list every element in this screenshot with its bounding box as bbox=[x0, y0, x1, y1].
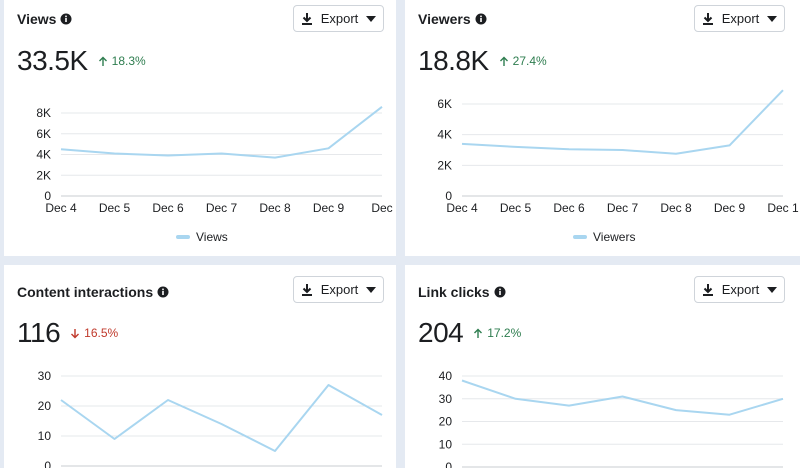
y-tick-label: 6K bbox=[36, 127, 51, 141]
series-line bbox=[60, 384, 383, 452]
x-tick-label: Dec bbox=[371, 201, 392, 215]
change-indicator: 17.2% bbox=[473, 326, 521, 340]
info-icon[interactable] bbox=[494, 286, 506, 298]
x-tick-label: Dec 4 bbox=[446, 201, 478, 215]
download-icon bbox=[702, 283, 713, 296]
viewers-chart: 0 2K 4K 6K Dec 4 Dec 5 Dec 6 Dec 7 Dec 8 Dec 9 Dec… bbox=[437, 89, 799, 215]
y-tick-label: 0 bbox=[445, 189, 452, 203]
export-label: Export bbox=[721, 282, 760, 297]
content-interactions-title: Content interactions bbox=[17, 284, 154, 300]
export-label: Export bbox=[320, 11, 359, 26]
views-title: Views bbox=[17, 11, 57, 27]
caret-down-icon bbox=[366, 15, 377, 22]
legend-swatch bbox=[573, 235, 587, 239]
change-value: 18.3% bbox=[111, 54, 146, 68]
viewers-title: Viewers bbox=[418, 11, 471, 27]
card-title: Viewers bbox=[418, 11, 487, 27]
export-button[interactable]: Export bbox=[694, 5, 785, 32]
y-tick-label: 30 bbox=[439, 392, 453, 406]
metric: 18.8K 27.4% bbox=[418, 45, 547, 77]
change-indicator: 18.3% bbox=[98, 54, 146, 68]
export-button[interactable]: Export bbox=[293, 276, 384, 303]
arrow-down-icon bbox=[71, 328, 80, 338]
caret-down-icon bbox=[767, 15, 778, 22]
link-clicks-chart: 0 10 20 30 40 bbox=[439, 369, 784, 468]
viewers-card: Viewers Export 18.8K 27.4% 0 2K 4K 6K Dec 4 D… bbox=[405, 0, 800, 256]
x-tick-label: Dec 9 bbox=[714, 201, 746, 215]
download-icon bbox=[702, 12, 713, 25]
export-label: Export bbox=[721, 11, 760, 26]
x-tick-label: Dec 8 bbox=[259, 201, 291, 215]
caret-down-icon bbox=[366, 286, 377, 293]
y-tick-label: 40 bbox=[439, 369, 453, 383]
views-card: Views Export 33.5K 18.3% 0 2K 4K 6K 8K Dec 4 D… bbox=[4, 0, 396, 256]
y-tick-label: 20 bbox=[38, 399, 52, 413]
y-tick-label: 4K bbox=[437, 128, 452, 142]
download-icon bbox=[301, 283, 312, 296]
series-line bbox=[461, 89, 784, 155]
metric-value: 116 bbox=[17, 317, 61, 348]
link-clicks-title: Link clicks bbox=[418, 284, 490, 300]
content-interactions-card: Content interactions Export 116 16.5% 0 1… bbox=[4, 265, 396, 468]
change-indicator: 27.4% bbox=[499, 54, 547, 68]
x-tick-label: Dec 8 bbox=[660, 201, 692, 215]
y-tick-label: 4K bbox=[36, 148, 51, 162]
download-icon bbox=[301, 12, 312, 25]
change-value: 16.5% bbox=[84, 326, 119, 340]
y-tick-label: 2K bbox=[36, 168, 51, 182]
y-tick-label: 6K bbox=[437, 97, 452, 111]
views-chart: 0 2K 4K 6K 8K Dec 4 Dec 5 Dec 6 Dec 7 Dec 8 Dec 9 D… bbox=[36, 106, 392, 215]
x-tick-label: Dec 1 bbox=[767, 201, 799, 215]
x-tick-label: Dec 5 bbox=[99, 201, 131, 215]
metric-value: 33.5K bbox=[17, 45, 88, 76]
legend-label: Viewers bbox=[593, 230, 636, 244]
arrow-up-icon bbox=[499, 56, 508, 66]
x-tick-label: Dec 5 bbox=[500, 201, 532, 215]
y-tick-label: 20 bbox=[439, 415, 453, 429]
change-value: 27.4% bbox=[512, 54, 547, 68]
metric: 116 16.5% bbox=[17, 317, 118, 349]
change-indicator: 16.5% bbox=[70, 326, 118, 340]
series-line bbox=[60, 106, 383, 159]
y-tick-label: 0 bbox=[445, 460, 452, 468]
chart-legend: Views bbox=[176, 230, 228, 244]
export-button[interactable]: Export bbox=[694, 276, 785, 303]
export-button[interactable]: Export bbox=[293, 5, 384, 32]
metric-value: 204 bbox=[418, 317, 464, 348]
card-title: Views bbox=[17, 11, 72, 27]
metric-value: 18.8K bbox=[418, 45, 489, 76]
card-title: Content interactions bbox=[17, 284, 169, 300]
y-tick-label: 0 bbox=[44, 459, 51, 468]
info-icon[interactable] bbox=[157, 286, 169, 298]
x-tick-label: Dec 9 bbox=[313, 201, 345, 215]
series-line bbox=[461, 379, 784, 416]
x-tick-label: Dec 7 bbox=[206, 201, 238, 215]
legend-label: Views bbox=[196, 230, 228, 244]
x-tick-label: Dec 4 bbox=[45, 201, 77, 215]
x-tick-label: Dec 6 bbox=[152, 201, 184, 215]
arrow-up-icon bbox=[474, 328, 483, 338]
arrow-up-icon bbox=[98, 56, 107, 66]
x-tick-label: Dec 7 bbox=[607, 201, 639, 215]
y-tick-label: 2K bbox=[437, 158, 452, 172]
change-value: 17.2% bbox=[487, 326, 522, 340]
export-label: Export bbox=[320, 282, 359, 297]
x-tick-label: Dec 6 bbox=[553, 201, 585, 215]
y-tick-label: 10 bbox=[439, 437, 453, 451]
metric: 204 17.2% bbox=[418, 317, 521, 349]
info-icon[interactable] bbox=[475, 13, 487, 25]
y-tick-label: 8K bbox=[36, 106, 51, 120]
chart-legend: Viewers bbox=[573, 230, 635, 244]
content-interactions-chart: 0 10 20 30 bbox=[38, 369, 383, 468]
y-tick-label: 10 bbox=[38, 429, 52, 443]
legend-swatch bbox=[176, 235, 190, 239]
y-tick-label: 30 bbox=[38, 369, 52, 383]
card-title: Link clicks bbox=[418, 284, 506, 300]
y-tick-label: 0 bbox=[44, 189, 51, 203]
link-clicks-card: Link clicks Export 204 17.2% 0 10 20 30 40 bbox=[405, 265, 800, 468]
metric: 33.5K 18.3% bbox=[17, 45, 146, 77]
caret-down-icon bbox=[767, 286, 778, 293]
info-icon[interactable] bbox=[60, 13, 72, 25]
